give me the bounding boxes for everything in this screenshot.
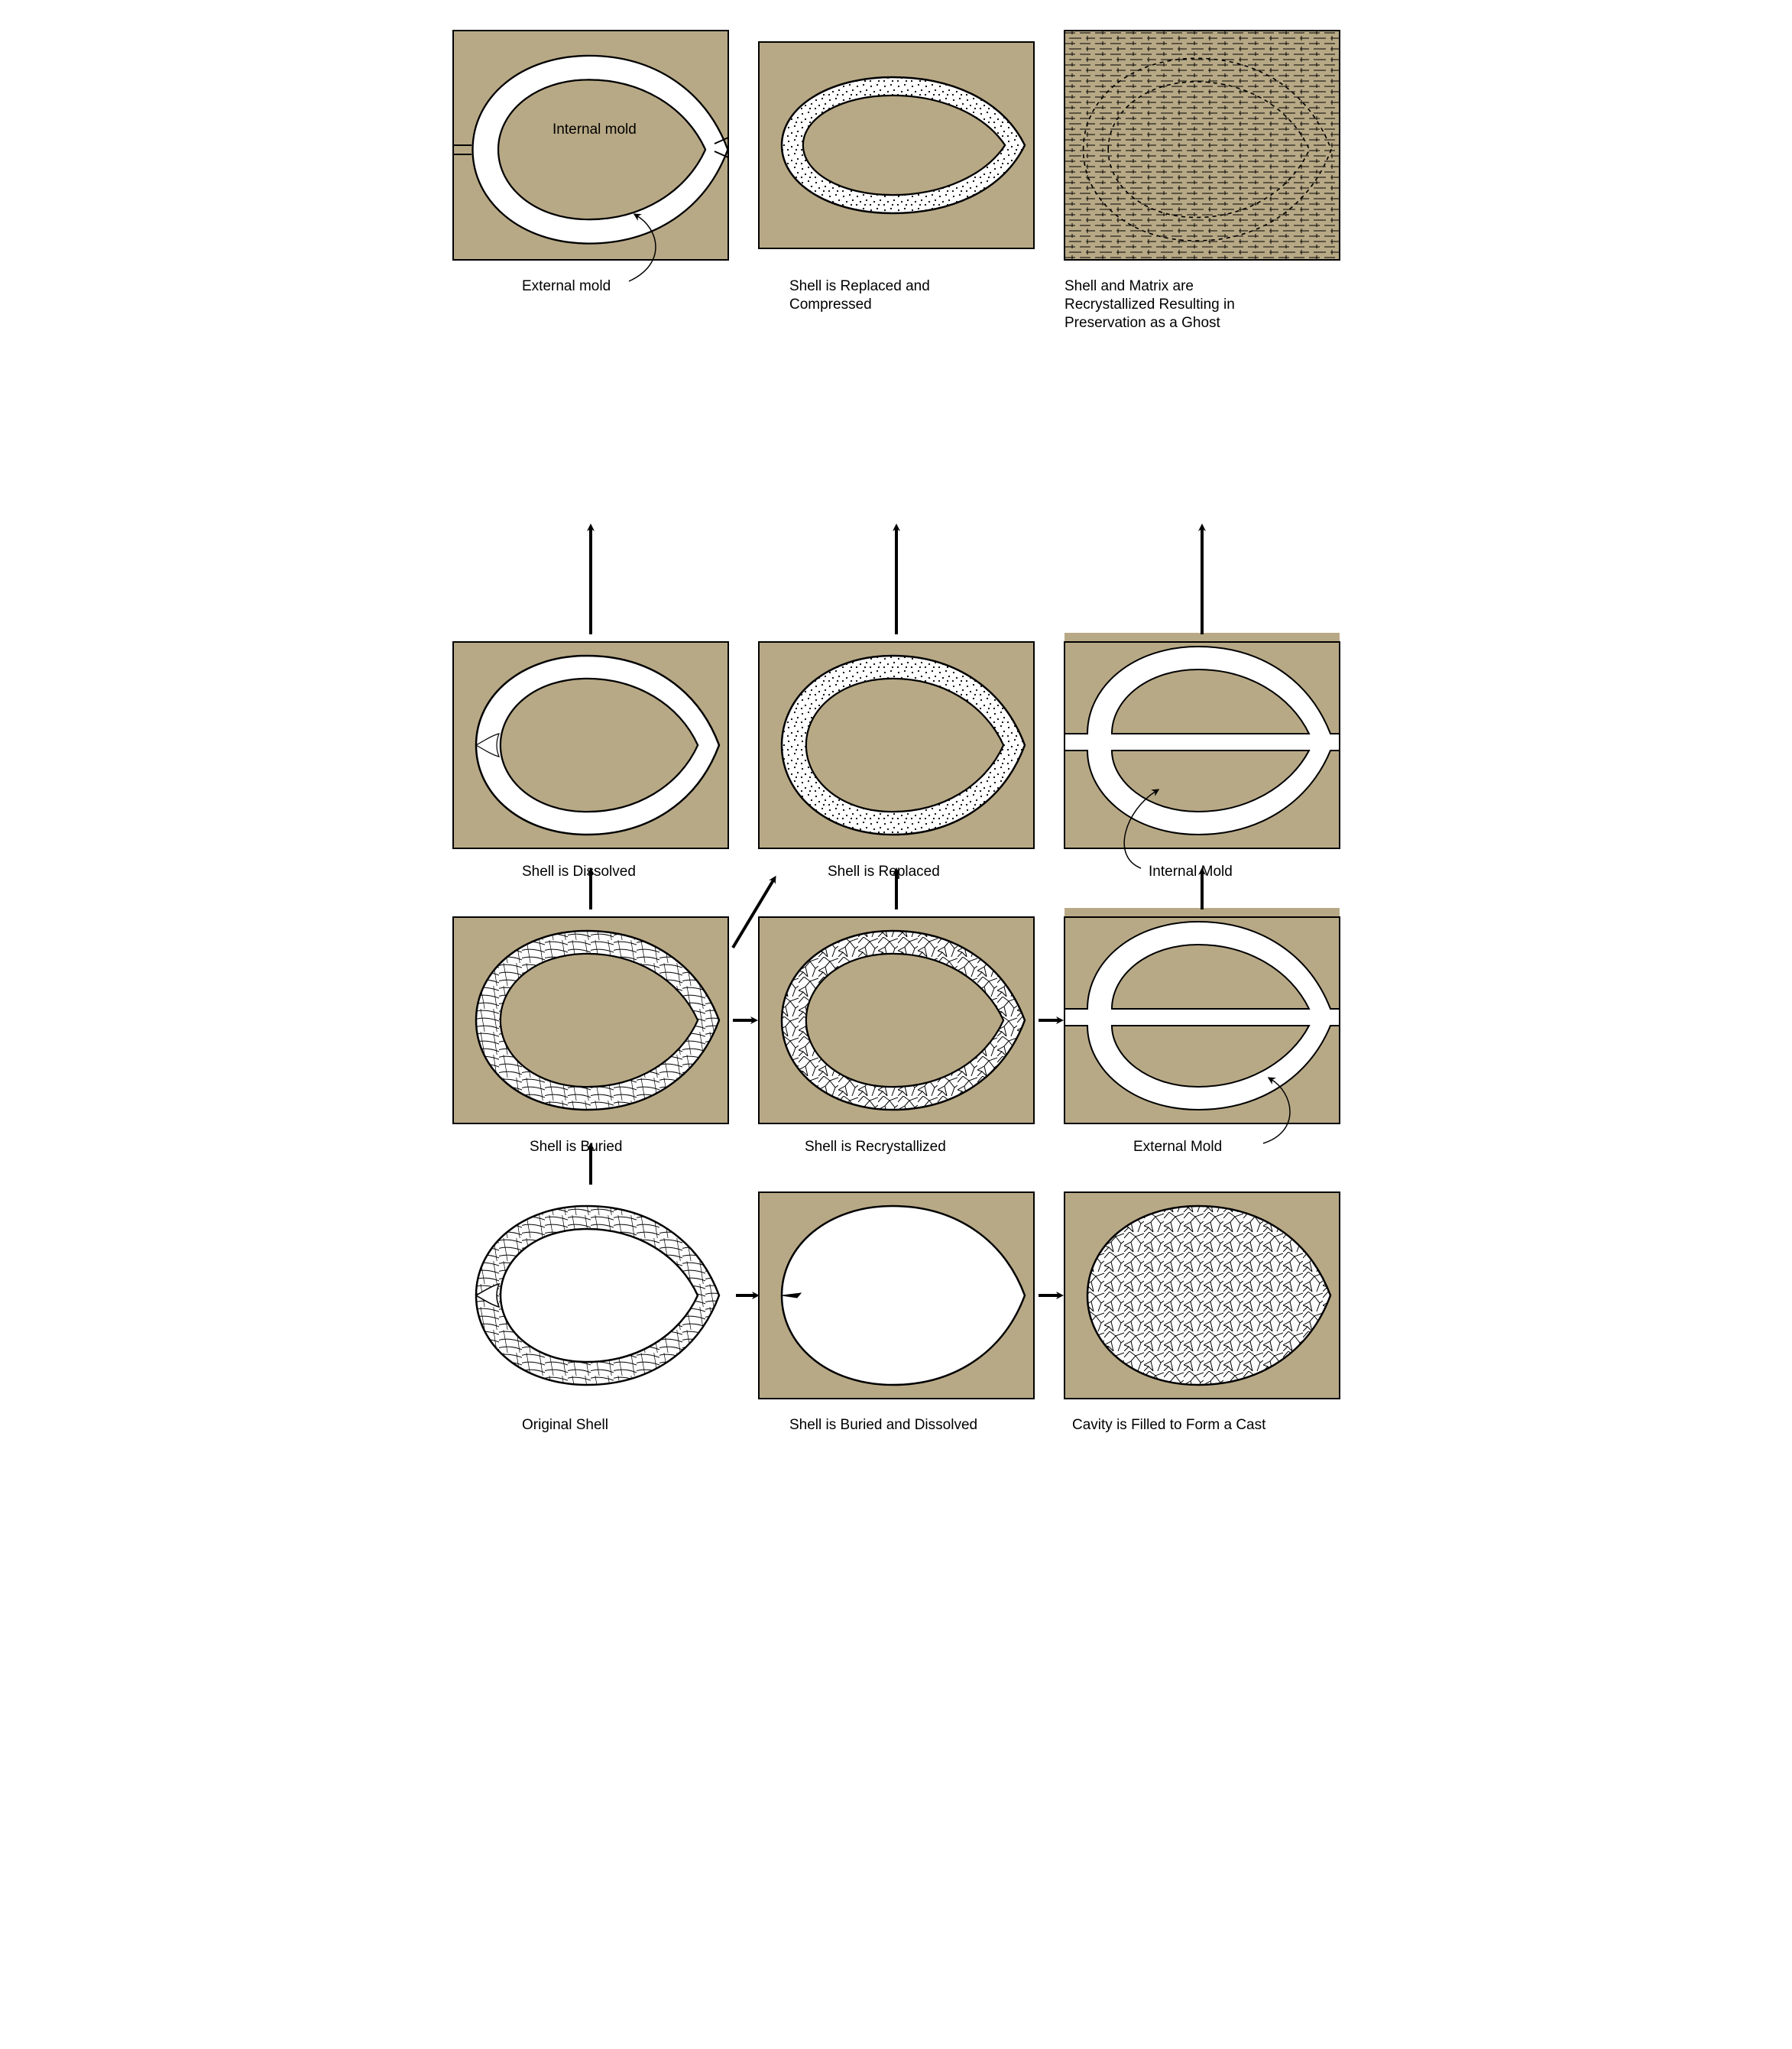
caption: Shell is Buried: [530, 1139, 622, 1155]
caption: Shell is Replaced andCompressed: [789, 278, 930, 313]
panel-internal-mold: [1065, 633, 1340, 848]
fossilization-diagram: Original Shell Shell is Buried and Dissol…: [438, 15, 1355, 1483]
caption: Shell is Recrystallized: [805, 1139, 946, 1155]
caption: Shell and Matrix areRecrystallized Resul…: [1065, 278, 1235, 331]
panel-original-shell: [476, 1206, 719, 1385]
caption: Shell is Buried and Dissolved: [789, 1417, 977, 1433]
caption: External mold: [522, 278, 611, 294]
panel-dissolved: [453, 642, 728, 848]
panel-replaced-compressed: [759, 42, 1034, 248]
panel-ghost: [1065, 31, 1340, 260]
caption: Original Shell: [522, 1417, 608, 1433]
panel-cast: [1065, 1192, 1340, 1399]
label-internal-mold: Internal mold: [553, 122, 637, 138]
caption: Cavity is Filled to Form a Cast: [1072, 1417, 1266, 1433]
caption: Internal Mold: [1149, 864, 1233, 880]
panel-external-mold: [1065, 908, 1340, 1123]
caption: External Mold: [1133, 1139, 1222, 1155]
panel-molds-separated: Internal mold: [453, 31, 728, 260]
caption: Shell is Replaced: [828, 864, 940, 880]
caption: Shell is Dissolved: [522, 864, 636, 880]
panel-recrystallized: [759, 917, 1034, 1123]
panel-replaced: [759, 642, 1034, 848]
panel-buried: [453, 917, 728, 1123]
panel-buried-dissolved: [759, 1192, 1034, 1399]
